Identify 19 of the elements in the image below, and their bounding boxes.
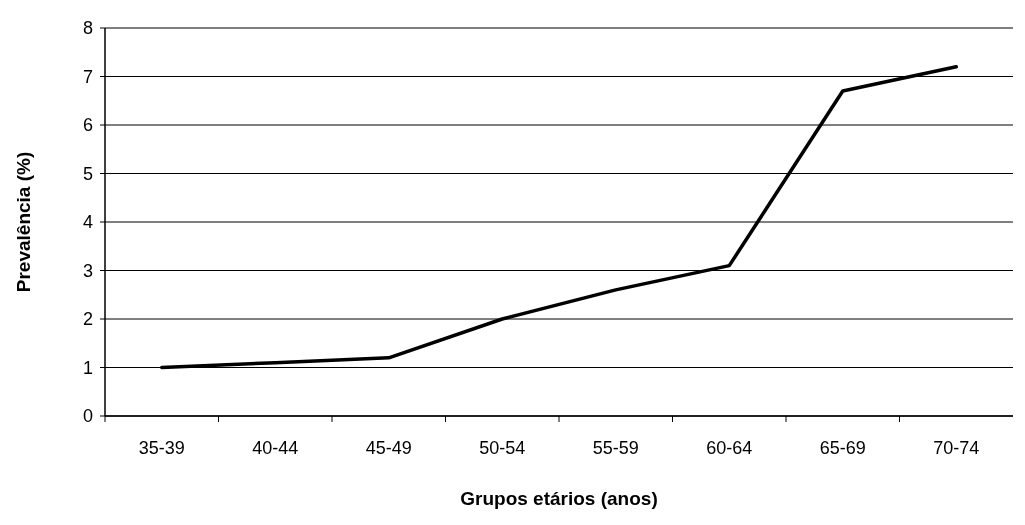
x-tick-label: 70-74	[933, 438, 980, 458]
x-tick-label: 35-39	[138, 438, 185, 458]
x-tick-label: 65-69	[819, 438, 866, 458]
x-tick-label: 60-64	[706, 438, 753, 458]
y-tick-label: 1	[82, 357, 93, 378]
y-tick-label: 0	[82, 406, 93, 427]
y-tick-label: 8	[82, 18, 93, 39]
x-tick-label: 55-59	[592, 438, 639, 458]
x-axis-title: Grupos etários (anos)	[460, 488, 658, 509]
y-tick-label: 4	[82, 212, 93, 233]
x-tick-label: 50-54	[479, 438, 526, 458]
y-tick-label: 5	[82, 163, 93, 184]
y-tick-label: 7	[82, 66, 93, 87]
y-axis-title: Prevalência (%)	[13, 151, 34, 293]
x-tick-label: 40-44	[252, 438, 299, 458]
y-tick-label: 6	[82, 115, 93, 136]
y-tick-label: 3	[82, 260, 93, 281]
y-tick-label: 2	[82, 309, 93, 330]
x-tick-label: 45-49	[365, 438, 412, 458]
